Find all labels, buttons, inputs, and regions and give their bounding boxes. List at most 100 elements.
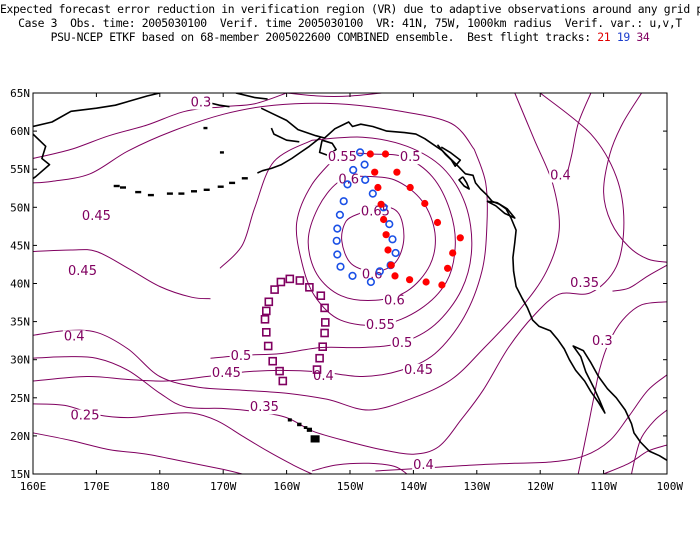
track-34-marker xyxy=(278,376,288,386)
contour-label: 0.3 xyxy=(191,95,212,110)
track-34-marker xyxy=(320,328,329,338)
best-track-34-label: 34 xyxy=(636,30,650,44)
contour-label: 0.6 xyxy=(362,268,383,283)
track-21-marker xyxy=(384,246,392,254)
track-21-marker xyxy=(366,150,374,158)
lat-label: 25N xyxy=(10,392,30,405)
aleutian-island xyxy=(135,190,142,194)
lat-label: 30N xyxy=(10,354,30,367)
coastline xyxy=(458,176,470,190)
lon-label: 120W xyxy=(527,480,554,493)
track-34-marker xyxy=(264,297,274,307)
contour-label: 0.4 xyxy=(313,369,334,384)
best-track-21-label: 21 xyxy=(597,30,611,44)
track-19-marker xyxy=(332,236,341,245)
coastline xyxy=(257,136,322,174)
aleutian-island xyxy=(217,185,224,188)
contour-line xyxy=(33,93,625,455)
contour-line xyxy=(219,139,313,269)
lon-label: 180 xyxy=(150,480,170,493)
lat-label: 45N xyxy=(10,239,30,252)
contour-line xyxy=(603,93,667,263)
track-34-marker xyxy=(295,276,305,285)
contour-label-halo xyxy=(549,169,572,183)
track-34-marker xyxy=(305,282,314,292)
contour-line xyxy=(210,136,473,359)
hawaii-island xyxy=(287,418,292,422)
coastline xyxy=(235,93,268,100)
contour-line xyxy=(577,301,667,474)
best-track-19-label: 19 xyxy=(616,30,630,44)
contour-label-halo xyxy=(383,294,406,308)
track-21-marker xyxy=(381,150,390,158)
track-19-marker xyxy=(388,235,397,244)
contour-line xyxy=(311,462,408,474)
hawaii-island xyxy=(303,426,308,429)
contour-label: 0.65 xyxy=(361,204,390,219)
contour-label: 0.3 xyxy=(592,334,613,349)
aleutian-island xyxy=(203,188,210,191)
track-21-marker xyxy=(374,183,382,192)
contour-line xyxy=(375,374,667,472)
track-34-marker xyxy=(261,327,271,337)
title-block: Expected forecast error reduction in ver… xyxy=(0,2,700,44)
track-34-marker xyxy=(312,365,322,374)
contour-label-halo xyxy=(69,409,101,423)
track-19-marker xyxy=(333,224,342,233)
contour-label-halo xyxy=(80,209,112,223)
track-19-marker xyxy=(333,250,342,259)
lon-label: 170W xyxy=(210,480,237,493)
track-19-marker xyxy=(349,165,358,175)
track-19-marker xyxy=(368,189,377,198)
track-19-marker xyxy=(336,262,345,271)
contour-label: 0.4 xyxy=(413,458,434,473)
contour-label: 0.6 xyxy=(384,294,405,309)
contour-label: 0.4 xyxy=(550,169,571,184)
aleutian-island xyxy=(113,184,120,188)
contour-label-halo xyxy=(403,363,434,377)
coastline xyxy=(33,93,160,128)
lon-label: 140W xyxy=(400,480,427,493)
contour-label: 0.6 xyxy=(338,172,359,187)
contour-line xyxy=(631,409,667,474)
contour-label-halo xyxy=(364,318,396,332)
contour-label-halo xyxy=(590,334,614,348)
contour-labels: 0.3 0.55 0.5 0.6 0.65 0.6 0.4 0.45 0.45 0.6 0.55 0.… xyxy=(62,95,614,473)
aleutian-island xyxy=(241,177,248,180)
contour-label-halo xyxy=(326,151,358,165)
track-19-marker xyxy=(339,197,348,206)
axis-ticks xyxy=(32,92,668,475)
contour-label-halo xyxy=(337,173,361,187)
title-line-2: Case 3 Obs. time: 2005030100 Verif. time… xyxy=(18,16,682,30)
contour-label-halo xyxy=(359,205,391,219)
track-21-marker xyxy=(380,215,388,224)
lon-label: 100W xyxy=(657,480,684,493)
contour-label: 0.35 xyxy=(250,400,279,415)
track-34-marker xyxy=(315,353,324,363)
lon-label: 160W xyxy=(273,480,300,493)
lon-label: 130W xyxy=(464,480,491,493)
track-19-marker xyxy=(343,180,352,189)
track-34-marker xyxy=(276,277,286,287)
track-19-marker xyxy=(375,267,384,276)
track-21-marker xyxy=(382,231,390,239)
contour-line xyxy=(33,432,243,474)
lat-label: 50N xyxy=(10,201,30,214)
contour-label: 0.45 xyxy=(68,264,97,279)
track-34-marker xyxy=(285,274,295,284)
track-34-marker xyxy=(318,342,328,352)
lon-label: 170E xyxy=(83,480,110,493)
track-34-marker xyxy=(268,356,278,366)
contour-label-halo xyxy=(229,350,253,364)
hawaii-island xyxy=(310,435,320,443)
lon-label: 160E xyxy=(20,480,47,493)
track-19-marker xyxy=(385,220,394,229)
contour-line xyxy=(33,93,560,411)
aleutian-island xyxy=(120,186,126,189)
contour-label-halo xyxy=(210,366,242,380)
track-34-marker xyxy=(263,341,273,351)
track-21-marker xyxy=(456,234,464,242)
track-34-marker xyxy=(320,318,330,327)
track-19-marker xyxy=(361,175,370,184)
track-21-marker xyxy=(449,249,457,257)
